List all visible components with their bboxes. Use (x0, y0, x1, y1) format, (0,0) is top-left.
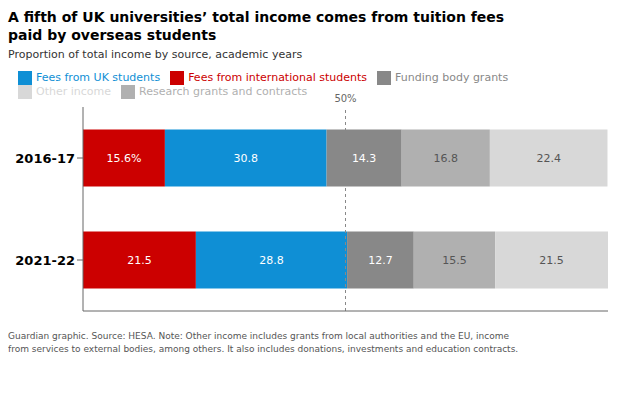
svg-text:16.8: 16.8 (434, 152, 459, 165)
html-text:Other income: Other income (36, 85, 111, 98)
svg-text:2021-22: 2021-22 (15, 253, 75, 268)
svg-text:21.5: 21.5 (127, 254, 152, 267)
html-text:Fees from international studen: Fees from international students (188, 71, 367, 84)
svg-text:14.3: 14.3 (352, 152, 377, 165)
svg-text:12.7: 12.7 (368, 254, 393, 267)
svg-text:21.5: 21.5 (539, 254, 564, 267)
html-text:Research grants and contracts: Research grants and contracts (139, 85, 308, 98)
svg-text:30.8: 30.8 (234, 152, 259, 165)
html-text:A fifth of UK universities’ to: A fifth of UK universities’ total income… (8, 9, 505, 43)
svg-text:50%: 50% (334, 93, 356, 104)
svg-text:2016-17: 2016-17 (15, 151, 75, 166)
html-text:Funding body grants: Funding body grants (395, 71, 509, 84)
html-text:Guardian graphic. Source: HESA: Guardian graphic. Source: HESA. Note: Ot… (8, 331, 519, 354)
svg-text:15.5: 15.5 (442, 254, 467, 267)
html-text:Proportion of total income by: Proportion of total income by source, ac… (8, 48, 303, 61)
svg-text:28.8: 28.8 (259, 254, 284, 267)
html-text:Fees from UK students: Fees from UK students (36, 71, 161, 84)
svg-text:22.4: 22.4 (536, 152, 561, 165)
svg-text:15.6%: 15.6% (106, 152, 141, 165)
